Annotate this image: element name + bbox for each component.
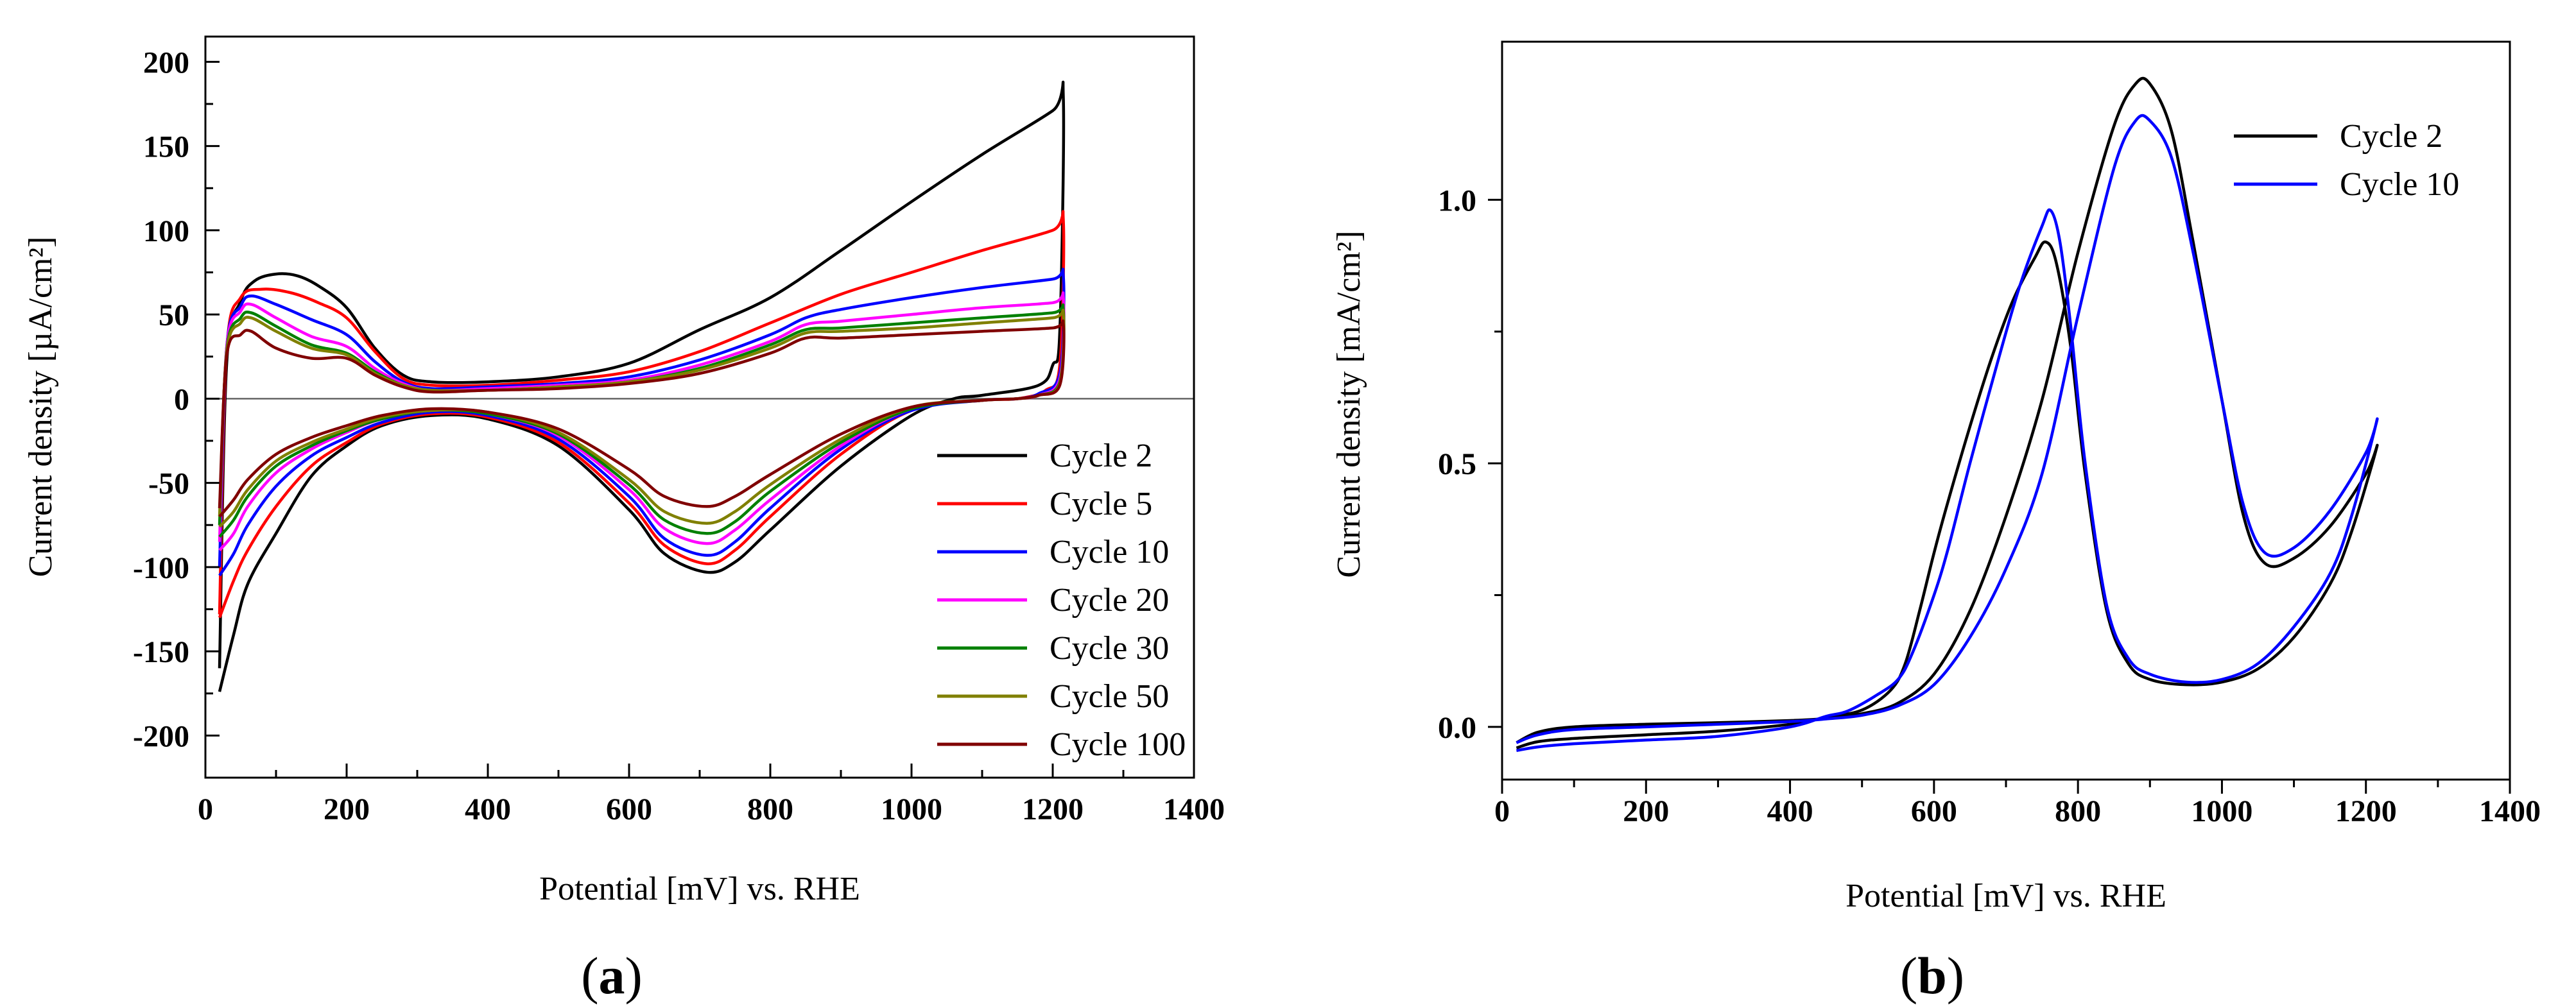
panel-letter-b: b	[1917, 946, 1947, 1005]
legend-b: Cycle 2 Cycle 10	[2234, 118, 2459, 203]
legend-label-cycle-30-a: Cycle 30	[1050, 630, 1169, 667]
y-tick-label-a: -150	[133, 635, 189, 669]
legend-a: Cycle 2 Cycle 5 Cycle 10 Cycle 20 Cycle 30 Cy…	[937, 438, 1186, 763]
x-tick-label-b: 0	[1494, 794, 1510, 828]
axis-ticks-b: 0 200 400 600 800 1000 1200 1400 0.0 0.5 1.0	[1438, 184, 2541, 828]
legend-label-cycle-2-b: Cycle 2	[2340, 118, 2442, 155]
legend-label-cycle-100-a: Cycle 100	[1050, 726, 1186, 763]
chart-panel-a: 0 200 400 600 800 1000 1200 1400-200-150-100-50…	[22, 35, 1225, 1005]
x-axis-label-a: Potential [mV] vs. RHE	[539, 871, 860, 907]
x-tick-label-a: 1200	[1022, 792, 1084, 826]
x-tick-label-a: 200	[324, 792, 370, 826]
panel-letter-a: a	[599, 946, 625, 1005]
x-tick-label-b: 1200	[2335, 794, 2397, 828]
x-tick-label-b: 400	[1767, 794, 1813, 828]
y-tick-label-a: -100	[133, 551, 189, 585]
y-tick-label-b: 0.0	[1438, 711, 1476, 745]
series-line-cycle-10-a	[218, 268, 1066, 577]
panel-label-a: (a)	[581, 946, 643, 1005]
x-tick-label-a: 800	[747, 792, 793, 826]
y-tick-label-a: 150	[143, 130, 189, 164]
series-line-cycle-10-b	[1516, 114, 2379, 753]
series-line-cycle-50-a	[218, 309, 1066, 528]
y-tick-label-a: -200	[133, 719, 189, 753]
series-line-cycle-2-b	[1516, 76, 2379, 749]
y-tick-label-a: 100	[143, 214, 189, 248]
legend-label-cycle-10-a: Cycle 10	[1050, 534, 1169, 570]
panel-label-b: (b)	[1900, 946, 1964, 1005]
plot-frame-a	[204, 35, 1195, 779]
legend-label-cycle-50-a: Cycle 50	[1050, 678, 1169, 715]
y-axis-label-a: Current density [µA/cm²]	[22, 237, 59, 577]
plot-area-b	[1516, 76, 2379, 753]
x-tick-label-a: 0	[198, 792, 213, 826]
chart-panel-b: 0 200 400 600 800 1000 1200 1400 0.0 0.5 1.0 Cycle…	[1331, 40, 2541, 1005]
x-tick-label-b: 200	[1623, 794, 1669, 828]
y-tick-label-a: 0	[174, 382, 189, 416]
y-tick-label-a: -50	[148, 467, 189, 501]
series-line-cycle-5-a	[218, 210, 1066, 619]
legend-label-cycle-5-a: Cycle 5	[1050, 486, 1152, 522]
legend-label-cycle-20-a: Cycle 20	[1050, 582, 1169, 619]
y-axis-label-b: Current density [mA/cm²]	[1331, 230, 1367, 577]
y-tick-label-b: 0.5	[1438, 447, 1476, 481]
x-tick-label-b: 1400	[2479, 794, 2541, 828]
x-axis-label-b: Potential [mV] vs. RHE	[1846, 878, 2166, 914]
y-tick-label-a: 50	[159, 298, 189, 332]
legend-label-cycle-2-a: Cycle 2	[1050, 438, 1152, 474]
x-tick-label-a: 1000	[881, 792, 942, 826]
axis-ticks-a: 0 200 400 600 800 1000 1200 1400-200-150-100-50…	[133, 46, 1225, 826]
y-tick-label-b: 1.0	[1438, 184, 1476, 218]
series-line-cycle-100-a	[218, 319, 1066, 518]
x-tick-label-b: 600	[1911, 794, 1957, 828]
x-tick-label-a: 400	[465, 792, 511, 826]
y-tick-label-a: 200	[143, 46, 189, 80]
x-tick-label-b: 800	[2055, 794, 2101, 828]
x-tick-label-b: 1000	[2191, 794, 2252, 828]
series-line-cycle-2-a	[218, 80, 1066, 692]
x-tick-label-a: 1400	[1163, 792, 1225, 826]
x-tick-label-a: 600	[606, 792, 652, 826]
legend-label-cycle-10-b: Cycle 10	[2340, 166, 2459, 203]
plot-area-a	[205, 80, 1194, 692]
